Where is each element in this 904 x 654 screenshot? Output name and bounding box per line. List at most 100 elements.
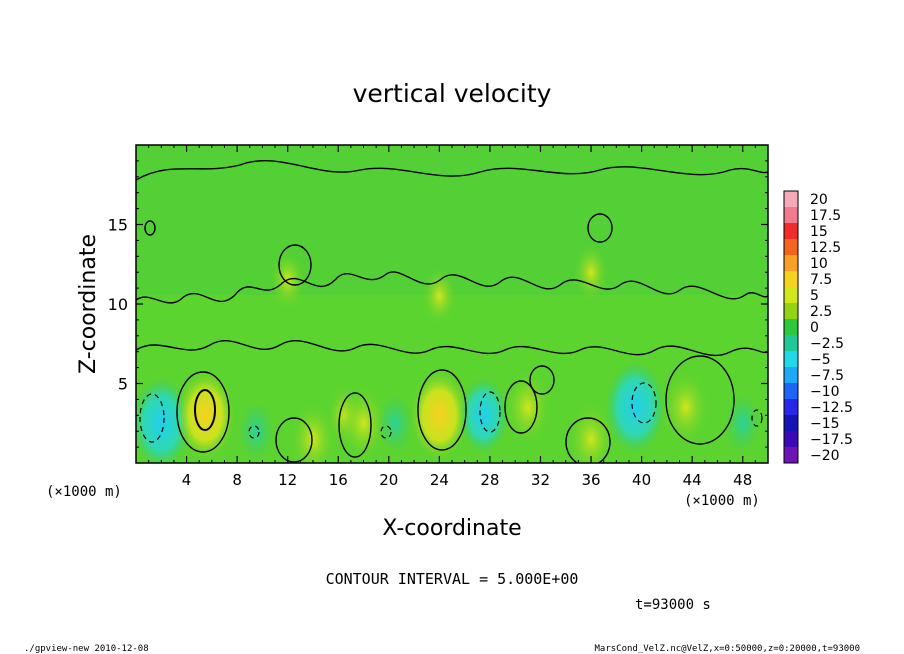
- contour-zero-upper: [136, 160, 768, 181]
- colorbar-box-14: [784, 415, 798, 431]
- x-tick-label-24: 24: [430, 471, 449, 489]
- contour-neg-1: [139, 393, 165, 443]
- x-tick-label-40: 40: [632, 471, 651, 489]
- contour-zero-low: [136, 339, 768, 357]
- contour-cell-3: [338, 392, 372, 458]
- heatmap-cell-11: [567, 401, 616, 463]
- colorbar-label: −2.5: [810, 336, 844, 352]
- contour-cell-8: [278, 244, 312, 286]
- contour-zero-mid: [136, 271, 768, 304]
- colorbar-label: −17.5: [810, 432, 853, 448]
- heatmap-cells: [136, 242, 761, 463]
- time-label: t=93000 s: [635, 597, 711, 613]
- z-unit-label: (×1000 m): [46, 484, 122, 500]
- x-tick-label-8: 8: [232, 471, 242, 489]
- contour-cell-5: [504, 380, 538, 434]
- contour-cell-9: [587, 213, 613, 243]
- heatmap-cell-9: [459, 377, 508, 454]
- colorbar-box-0: [784, 191, 798, 207]
- colorbar-boxes: [783, 190, 799, 464]
- colorbar-box-13: [784, 399, 798, 415]
- heatmap-cell-14: [724, 393, 761, 454]
- contour-cell-1-inner: [194, 389, 216, 431]
- heatmap-cell-3: [238, 401, 275, 462]
- colorbar-label: 5: [810, 288, 819, 304]
- colorbar-box-9: [784, 335, 798, 351]
- contour-neg-6: [751, 409, 763, 427]
- contour-neg-5: [380, 425, 392, 439]
- x-tick-label-44: 44: [683, 471, 702, 489]
- contour-cell-7: [665, 355, 735, 445]
- colorbar-label: 12.5: [810, 240, 841, 256]
- heatmap-cell-2: [175, 369, 236, 462]
- colorbar-box-12: [784, 383, 798, 399]
- colorbar-label: 7.5: [810, 272, 832, 288]
- contour-neg-4: [248, 425, 260, 439]
- colorbar-box-6: [784, 287, 798, 303]
- colorbar-label: −20: [810, 448, 840, 464]
- x-tick-label-12: 12: [278, 471, 297, 489]
- colorbar-label: 20: [810, 192, 828, 208]
- footer-left: ./gpview-new 2010-12-08: [24, 644, 149, 654]
- y-tick-label-15: 15: [108, 216, 128, 235]
- colorbar-label: 17.5: [810, 208, 841, 224]
- heatmap-cell-12: [605, 361, 666, 454]
- contour-neg-2: [479, 391, 501, 433]
- colorbar-label: −15: [810, 416, 840, 432]
- heatmap-cell-17: [573, 242, 610, 303]
- upper-layer-shade: [136, 145, 768, 295]
- y-axis-label: Z-coordinate: [76, 234, 101, 374]
- y-ticks: 5 10 15: [108, 160, 768, 448]
- x-tick-label-48: 48: [733, 471, 752, 489]
- colorbar-box-16: [784, 447, 798, 463]
- colorbar-label: 15: [810, 224, 828, 240]
- contour-interval-label: CONTOUR INTERVAL = 5.000E+00: [326, 570, 579, 588]
- colorbar-label: −10: [810, 384, 840, 400]
- colorbar-box-11: [784, 367, 798, 383]
- x-axis-label: X-coordinate: [382, 516, 521, 541]
- contour-lines: [136, 160, 768, 463]
- contour-cell-1: [176, 371, 230, 453]
- colorbar-label: 0: [810, 320, 819, 336]
- chart-title: vertical velocity: [353, 79, 552, 108]
- colorbar-label: −12.5: [810, 400, 853, 416]
- heatmap-cell-6: [339, 385, 388, 462]
- contour-cell-6: [565, 417, 611, 463]
- contour-lines-negative: [139, 382, 763, 443]
- contour-cell-2: [275, 417, 313, 463]
- contour-cell-10: [529, 365, 555, 395]
- heatmap-cell-13: [661, 369, 710, 446]
- colorbar-box-2: [784, 223, 798, 239]
- colorbar: 2017.51512.5107.552.50−2.5−5−7.5−10−12.5…: [783, 190, 853, 464]
- colorbar-label: −5: [810, 352, 831, 368]
- colorbar-box-15: [784, 431, 798, 447]
- colorbar-label: −7.5: [810, 368, 844, 384]
- colorbar-box-7: [784, 303, 798, 319]
- x-unit-label: (×1000 m): [684, 493, 760, 509]
- colorbar-box-5: [784, 271, 798, 287]
- colorbar-box-8: [784, 319, 798, 335]
- x-tick-label-16: 16: [329, 471, 348, 489]
- colorbar-labels: 2017.51512.5107.552.50−2.5−5−7.5−10−12.5…: [810, 192, 853, 464]
- heatmap-cell-7: [377, 393, 414, 454]
- colorbar-box-4: [784, 255, 798, 271]
- contour-cell-4: [417, 369, 467, 451]
- contour-neg-3: [631, 382, 657, 424]
- heatmap-cell-16: [421, 266, 458, 327]
- colorbar-label: 2.5: [810, 304, 832, 320]
- x-tick-label-36: 36: [581, 471, 600, 489]
- x-tick-label-4: 4: [182, 471, 192, 489]
- contour-cell-11: [144, 220, 156, 236]
- y-tick-label-10: 10: [108, 295, 128, 314]
- colorbar-box-3: [784, 239, 798, 255]
- y-tick-label-5: 5: [118, 375, 128, 394]
- colorbar-label: 10: [810, 256, 828, 272]
- heatmap-cell-4: [288, 401, 337, 463]
- x-tick-label-20: 20: [379, 471, 398, 489]
- heatmap-cell-10: [503, 369, 552, 446]
- colorbar-box-10: [784, 351, 798, 367]
- x-ticks: 4 8 12 16 20 24 28 32 36 40 44 48: [148, 145, 756, 489]
- x-tick-label-28: 28: [480, 471, 499, 489]
